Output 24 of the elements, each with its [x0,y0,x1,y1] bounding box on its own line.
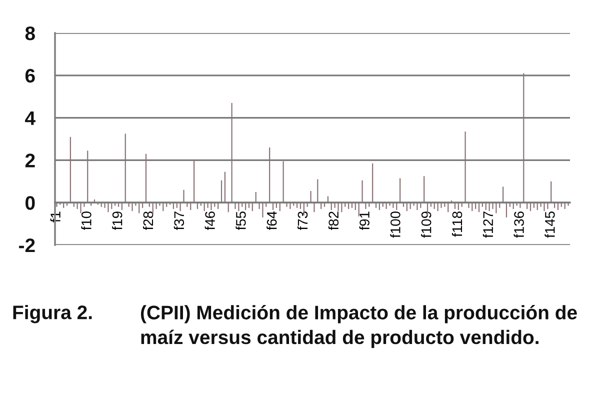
y-tick-label: 6 [25,68,35,83]
x-tick-label: f28 [142,212,154,230]
x-tick-label: f73 [297,212,308,230]
x-tick-label: f55 [236,212,246,230]
x-tick-label: f145 [544,212,555,238]
x-tick-label: f64 [266,211,277,230]
x-tick-label: f109 [421,212,432,238]
y-tick-label: 4 [25,111,36,125]
text: (CPII) Medición de Impacto de la producción de maíz versus cantidad de producto vendido. [140,305,577,348]
x-tick-label: f19 [112,212,122,230]
x-tick-label: f82 [328,212,339,230]
text: Figura 2. [13,305,92,324]
x-tick-label: f127 [482,212,493,238]
y-tick-label: -2 [19,238,35,252]
x-tick-label: f136 [514,212,524,238]
x-tick-label: f10 [81,211,92,230]
y-tick-label: 0 [26,196,35,210]
y-tick-label: 8 [25,26,35,40]
x-tick-label: f100 [390,211,400,238]
y-tick-label: 2 [25,154,35,168]
x-tick-label: f118 [452,212,462,237]
x-tick-label: f46 [204,212,215,230]
x-tick-label: f91 [359,212,370,230]
x-tick-label: f37 [174,212,184,230]
